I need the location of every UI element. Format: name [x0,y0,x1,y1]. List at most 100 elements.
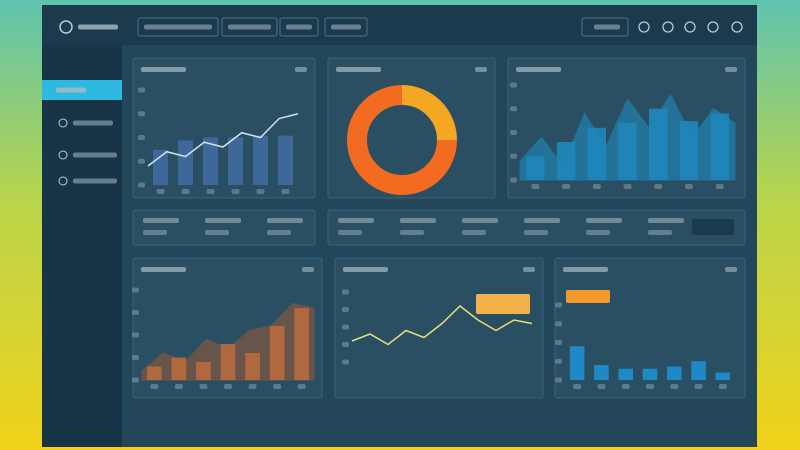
illegible-label [143,218,179,223]
logo [59,20,73,34]
illegible-label [343,267,388,272]
illegible-label [342,324,349,330]
illegible-label [555,340,562,345]
illegible-label [621,384,630,389]
bar [556,142,576,180]
illegible-label [132,287,139,293]
bar [667,366,682,380]
icon-button[interactable] [662,21,674,33]
illegible-label [555,321,562,327]
illegible-label [531,184,540,189]
illegible-label [524,230,548,235]
illegible-label [342,342,349,347]
illegible-label [510,82,517,88]
sidebar [42,45,122,447]
illegible-label [400,230,424,235]
illegible-label [138,182,145,188]
illegible-label [563,267,608,272]
icon-button[interactable] [638,21,650,33]
bar [269,326,285,380]
illegible-label [273,384,282,389]
illegible-label [694,384,703,389]
bar [153,149,168,185]
illegible-label [138,111,145,117]
illegible-label [132,310,139,315]
illegible-label [510,153,517,159]
illegible-label [138,87,145,93]
illegible-label [725,67,737,72]
icon-button[interactable] [684,21,696,33]
illegible-label [336,67,381,72]
strip-button[interactable] [692,219,734,235]
bar [618,123,637,180]
illegible-label [132,332,139,338]
illegible-label [132,377,139,383]
illegible-label [718,384,727,389]
bar [294,308,310,380]
bar [196,362,211,380]
illegible-label [331,24,361,30]
illegible-label [592,184,601,189]
menu-icon [58,118,68,128]
illegible-label [231,189,240,194]
illegible-label [510,177,517,183]
donut-segment [347,85,457,195]
bar [253,135,268,185]
bar [526,156,545,180]
bar [278,135,293,185]
illegible-label [256,189,265,194]
illegible-label [267,230,291,235]
illegible-label [670,384,679,389]
illegible-label [462,218,498,223]
bar [171,357,187,380]
illegible-label [648,218,684,223]
illegible-label [523,267,535,272]
illegible-label [141,267,186,272]
illegible-label [573,384,582,389]
illegible-label [156,189,165,194]
illegible-label [594,24,620,30]
illegible-label [143,230,167,235]
nav-tab[interactable] [221,17,278,37]
icon-button[interactable] [731,21,743,33]
bar [710,113,729,180]
illegible-label [510,130,517,135]
illegible-label [224,384,232,389]
illegible-label [715,184,724,189]
illegible-label [144,24,212,30]
panel [334,257,544,399]
stats-strip [327,209,746,246]
bar [146,366,162,380]
bar [691,361,706,380]
nav-tab[interactable] [279,17,319,37]
nav-tab[interactable] [324,17,368,37]
icon-button[interactable] [707,21,719,33]
illegible-label [338,218,374,223]
illegible-label [205,218,241,223]
illegible-label [174,384,183,389]
illegible-label [462,230,486,235]
illegible-label [302,267,314,272]
illegible-label [475,67,487,72]
illegible-label [623,184,632,189]
illegible-label [138,158,145,164]
illegible-label [206,189,215,194]
bar [178,140,193,185]
action-button[interactable] [566,290,610,303]
nav-tab[interactable] [137,17,219,37]
illegible-label [555,358,562,364]
illegible-label [132,355,139,360]
illegible-label [725,267,737,272]
illegible-label [73,152,117,158]
bar [642,368,658,380]
bar [715,372,731,380]
illegible-label [684,184,693,189]
search-box[interactable] [581,17,629,37]
bar [245,353,260,380]
bar [618,368,633,380]
illegible-label [286,24,312,30]
illegible-label [555,377,562,383]
illegible-label [138,135,145,140]
illegible-label [228,24,271,30]
